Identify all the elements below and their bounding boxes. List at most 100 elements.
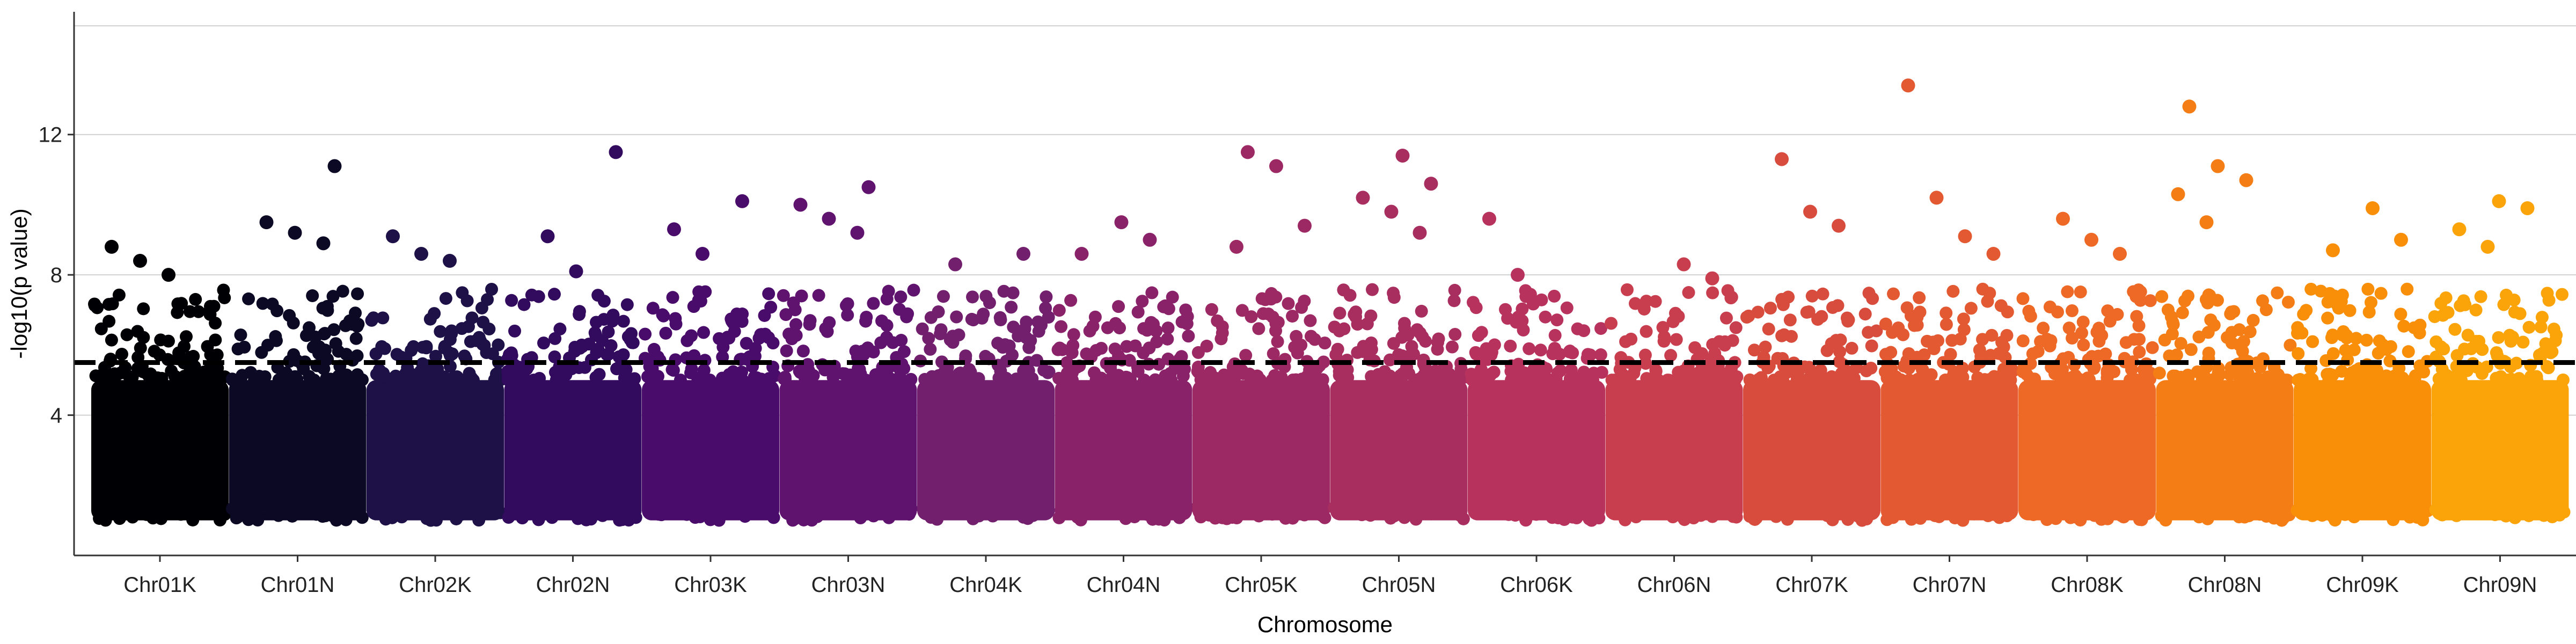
y-tick-label: 12 (39, 123, 63, 147)
data-point (288, 225, 302, 240)
x-tick-label: Chr04K (949, 573, 1022, 597)
point-cloud-chr05k (1192, 380, 1330, 521)
data-point (540, 229, 555, 244)
scatter-texture-chr08n (2153, 286, 2297, 527)
data-point (443, 254, 457, 268)
data-point (2182, 99, 2197, 114)
scatter-texture-chr02k (365, 283, 507, 527)
data-point (735, 194, 749, 208)
data-point (316, 236, 331, 251)
scatter-texture-chr01k (88, 283, 232, 527)
point-cloud-chr05n (1330, 380, 1468, 521)
scatter-texture-chr03n (777, 283, 920, 527)
data-point (569, 264, 583, 279)
data-point (386, 229, 400, 244)
scatter-texture-chr06k (1465, 284, 1608, 527)
data-point (1356, 191, 1370, 205)
point-cloud-chr03k (642, 380, 779, 521)
point-cloud-chr07k (1743, 380, 1880, 521)
scatter-texture-chr06n (1605, 283, 1744, 526)
data-point (2113, 246, 2127, 261)
data-point (667, 222, 681, 237)
point-cloud-chr06k (1468, 380, 1605, 521)
data-point (1269, 159, 1283, 173)
point-cloud-chr06n (1605, 380, 1743, 521)
data-point (1395, 148, 1410, 163)
point-cloud-chr09n (2431, 380, 2569, 521)
data-point (1832, 218, 1846, 233)
data-point (1705, 271, 1719, 286)
point-cloud-chr08n (2156, 380, 2294, 521)
data-point (2084, 232, 2098, 247)
x-tick-label: Chr01N (261, 573, 335, 597)
x-tick-label: Chr08K (2051, 573, 2124, 597)
data-point (1958, 229, 1972, 244)
data-point (609, 145, 623, 159)
x-ticks: Chr01K Chr01N Chr02K Chr02N Chr03K Chr03N Chr0… (123, 555, 2537, 597)
data-point (822, 211, 836, 226)
data-point (1775, 152, 1789, 166)
point-cloud-chr02n (504, 380, 642, 521)
data-point (1114, 215, 1129, 230)
data-point (2452, 222, 2467, 237)
data-point (793, 197, 808, 212)
data-point (850, 225, 865, 240)
x-tick-label: Chr05K (1225, 573, 1298, 597)
data-point (2480, 239, 2495, 254)
x-tick-label: Chr02K (399, 573, 472, 597)
data-point (861, 180, 876, 194)
x-tick-label: Chr06K (1500, 573, 1573, 597)
x-tick-label: Chr09N (2463, 573, 2537, 597)
scatter-texture-chr04n (1051, 286, 1195, 527)
data-point (1482, 211, 1496, 226)
scatter-texture-chr05k (1191, 287, 1331, 525)
data-point (1413, 225, 1427, 240)
x-tick-label: Chr01K (123, 573, 196, 597)
data-point (1677, 257, 1691, 272)
data-point (1074, 246, 1089, 261)
data-point (1016, 246, 1030, 261)
point-cloud-chr03n (779, 380, 917, 521)
data-point (327, 159, 342, 173)
data-points (105, 78, 2535, 286)
point-clouds (88, 282, 2571, 527)
x-tick-label: Chr07N (1913, 573, 1987, 597)
scatter-texture-chr09n (2428, 287, 2571, 524)
data-point (105, 239, 119, 254)
data-point (1424, 177, 1438, 191)
x-tick-label: Chr09K (2326, 573, 2399, 597)
data-point (414, 246, 428, 261)
data-point (2326, 243, 2340, 258)
data-point (1929, 191, 1944, 205)
y-tick-label: 4 (50, 404, 62, 428)
x-tick-label: Chr03K (674, 573, 747, 597)
data-point (948, 257, 962, 272)
point-cloud-chr09k (2294, 380, 2431, 521)
point-cloud-chr01n (229, 380, 367, 521)
x-tick-label: Chr04N (1087, 573, 1161, 597)
y-tick-label: 8 (50, 264, 62, 287)
data-point (259, 215, 274, 230)
scatter-texture-chr08k (2016, 283, 2159, 527)
x-tick-label: Chr03N (811, 573, 885, 597)
data-point (2492, 194, 2506, 208)
data-point (2520, 201, 2535, 215)
y-ticks: 4 8 12 (39, 123, 74, 428)
data-point (1143, 232, 1157, 247)
data-point (2394, 232, 2408, 247)
scatter-texture-chr05n (1327, 283, 1470, 526)
point-cloud-chr04k (917, 380, 1055, 521)
x-tick-label: Chr08N (2188, 573, 2262, 597)
x-axis-title: Chromosome (1257, 612, 1393, 637)
point-cloud-chr02k (367, 380, 504, 521)
data-point (133, 254, 147, 268)
data-point (2239, 173, 2253, 187)
x-tick-label: Chr06N (1637, 573, 1711, 597)
data-point (1511, 268, 1525, 282)
x-tick-label: Chr02N (536, 573, 610, 597)
x-tick-label: Chr05N (1362, 573, 1436, 597)
y-axis-title: -log10(p value) (6, 208, 32, 358)
data-point (1803, 204, 1817, 219)
x-tick-label: Chr07K (1775, 573, 1848, 597)
